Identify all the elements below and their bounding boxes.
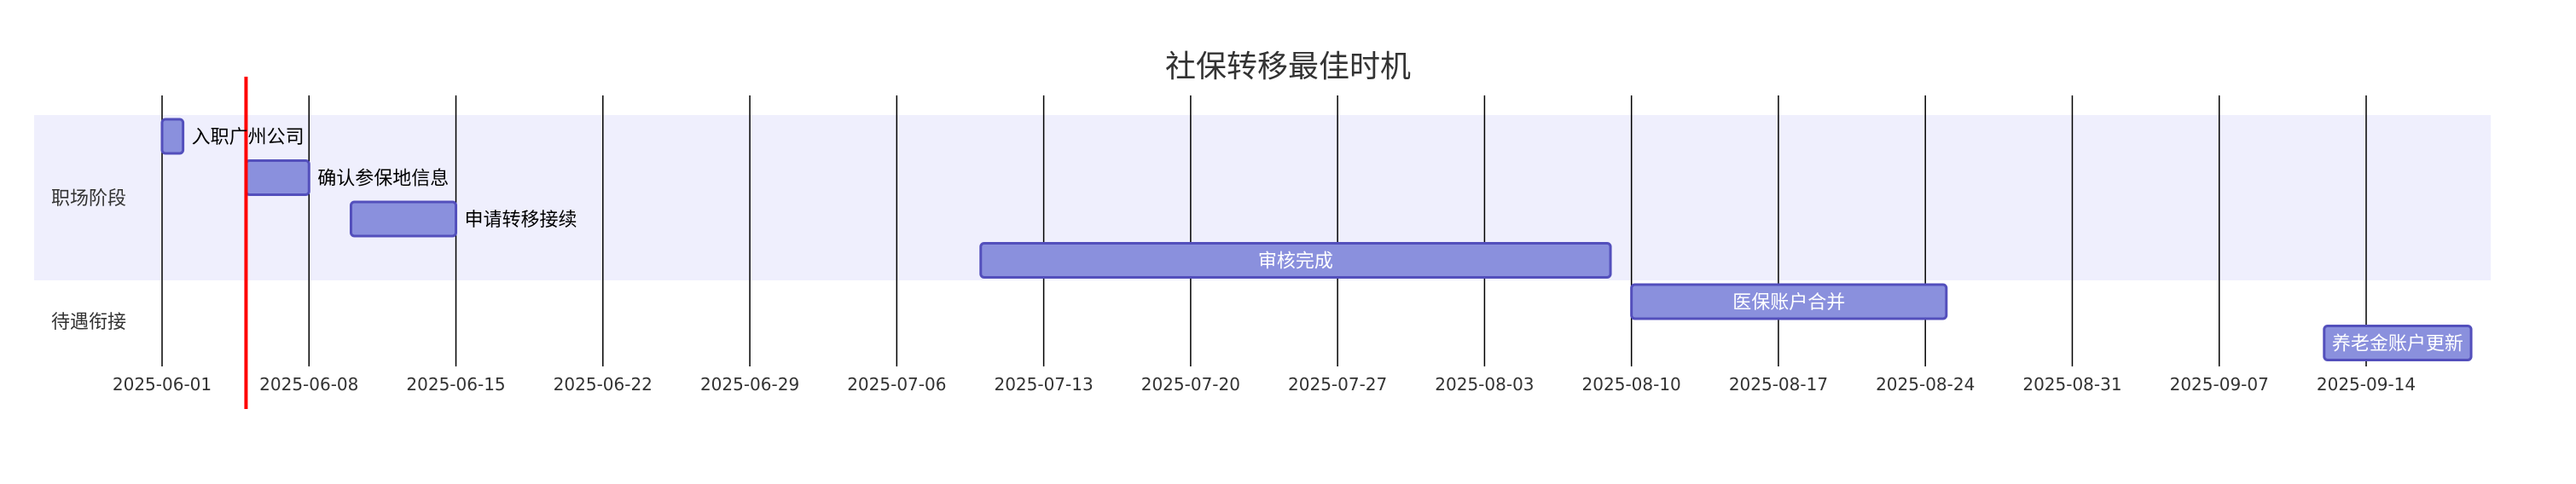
task-label: 申请转移接续: [465, 210, 577, 231]
task-bar: [244, 159, 310, 196]
section-label: 待遇衔接: [51, 312, 126, 333]
task-label: 确认参保地信息: [317, 169, 449, 190]
tick-label: 2025-07-13: [994, 374, 1093, 395]
tick-label: 2025-06-15: [406, 374, 505, 395]
task-bar: [1630, 283, 1948, 320]
section-label: 职场阶段: [51, 188, 126, 210]
task-bar: [2323, 325, 2473, 361]
task-bars: [160, 118, 2473, 361]
task-label: 入职广州公司: [192, 127, 305, 148]
tick-label: 2025-06-22: [554, 374, 653, 395]
tick-label: 2025-06-29: [700, 374, 799, 395]
task-bar: [160, 118, 185, 155]
tick-label: 2025-07-20: [1141, 374, 1240, 395]
tick-label: 2025-06-01: [113, 374, 212, 395]
chart-title: 社保转移最佳时机: [1165, 49, 1411, 84]
tick-label: 2025-08-17: [1729, 374, 1828, 395]
task-bar: [349, 200, 458, 238]
tick-label: 2025-06-08: [259, 374, 358, 395]
tick-label: 2025-07-27: [1288, 374, 1387, 395]
task-label: 养老金账户更新: [2332, 334, 2463, 355]
tick-label: 2025-08-10: [1582, 374, 1681, 395]
tick-label: 2025-08-03: [1435, 374, 1534, 395]
tick-label: 2025-09-14: [2317, 374, 2416, 395]
tick-label: 2025-08-24: [1876, 374, 1975, 395]
tick-label: 2025-08-31: [2022, 374, 2121, 395]
task-label: 审核完成: [1258, 251, 1333, 273]
tick-label: 2025-09-07: [2170, 374, 2269, 395]
tick-label: 2025-07-06: [847, 374, 946, 395]
grid-lines: [161, 95, 2367, 366]
task-bar: [979, 242, 1612, 279]
task-label: 医保账户合并: [1732, 292, 1845, 314]
